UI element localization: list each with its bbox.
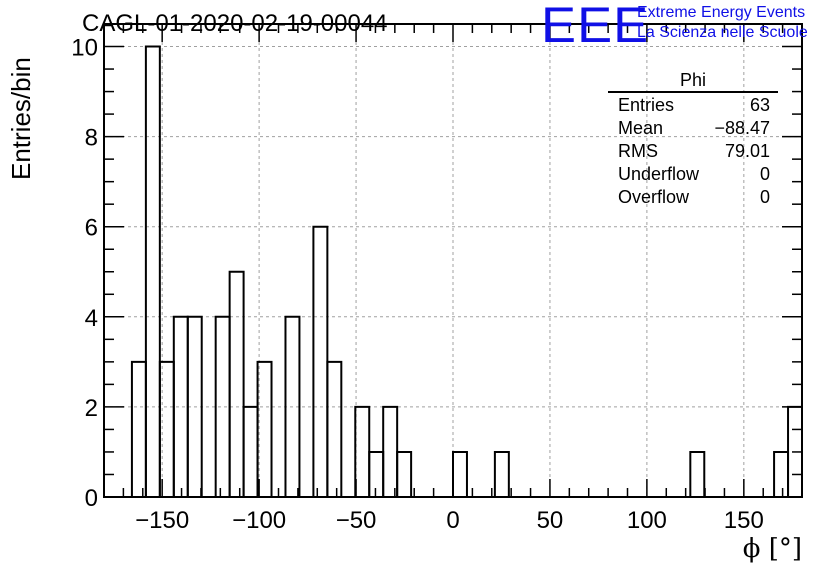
histogram-bin (186, 315, 203, 497)
chart-title: CAGL-01-2020-02-19-00044 (82, 10, 388, 37)
histogram-bin (228, 270, 245, 497)
histogram-bin (284, 315, 301, 497)
x-tick-label: 0 (446, 507, 459, 534)
x-axis-label: ϕ [°] (742, 534, 802, 564)
histogram-bin (354, 405, 371, 497)
stats-row-mean: Mean −88.47 (608, 117, 778, 140)
histogram-bin (312, 225, 329, 497)
y-tick-label: 2 (85, 395, 98, 422)
stats-value: 0 (759, 164, 770, 184)
y-axis-label: Entries/bin (6, 57, 36, 180)
x-tick-label: 50 (537, 507, 564, 534)
logo-text-line2: La Scienza nelle Scuole (637, 24, 808, 41)
stats-label: Underflow (618, 164, 700, 184)
histogram-bin (689, 450, 706, 497)
histogram-bin (773, 450, 790, 497)
stats-value: 0 (759, 187, 770, 207)
histogram-bin (493, 450, 510, 497)
stats-row-rms: RMS 79.01 (608, 140, 778, 163)
logo-text-line1: Extreme Energy Events (637, 4, 806, 21)
histogram-bin (172, 315, 189, 497)
stats-label: RMS (618, 141, 658, 161)
x-tick-label: −50 (336, 507, 377, 534)
stats-label: Mean (618, 118, 664, 138)
x-tick-label: −100 (232, 507, 286, 534)
x-tick-label: 150 (724, 507, 764, 534)
y-tick-label: 10 (71, 35, 98, 62)
stats-label: Overflow (618, 187, 690, 207)
histogram-bin (130, 360, 147, 497)
histogram-bin (326, 360, 343, 497)
x-tick-label: 100 (627, 507, 667, 534)
axis-ticks (104, 24, 802, 498)
stats-value: −88.47 (714, 118, 770, 138)
histogram-bin (214, 315, 231, 497)
y-tick-label: 8 (85, 125, 98, 152)
stats-box: Phi Entries 63 Mean −88.47 RMS 79.01 Und… (608, 70, 778, 209)
histogram-bin (256, 360, 273, 497)
stats-title: Phi (608, 70, 778, 93)
x-tick-label: −150 (135, 507, 189, 534)
histogram-bin (382, 405, 399, 497)
stats-value: 79.01 (724, 141, 770, 161)
axis-tick-labels: −150 −100 −50 0 50 100 150 0 2 4 6 8 10 (71, 35, 764, 534)
histogram-bin (452, 450, 468, 497)
stats-row-overflow: Overflow 0 (608, 186, 778, 209)
stats-value: 63 (749, 95, 770, 115)
stats-row-entries: Entries 63 (608, 94, 778, 117)
histogram-bin (396, 450, 413, 497)
y-tick-label: 6 (85, 215, 98, 242)
histogram-bin (368, 450, 385, 497)
eee-logo-mark: EEE (541, 0, 650, 53)
y-tick-label: 4 (85, 305, 98, 332)
y-tick-label: 0 (85, 485, 98, 512)
stats-label: Entries (618, 95, 675, 115)
histogram-bin (242, 405, 259, 497)
histogram-bin (144, 45, 161, 497)
stats-row-underflow: Underflow 0 (608, 163, 778, 186)
